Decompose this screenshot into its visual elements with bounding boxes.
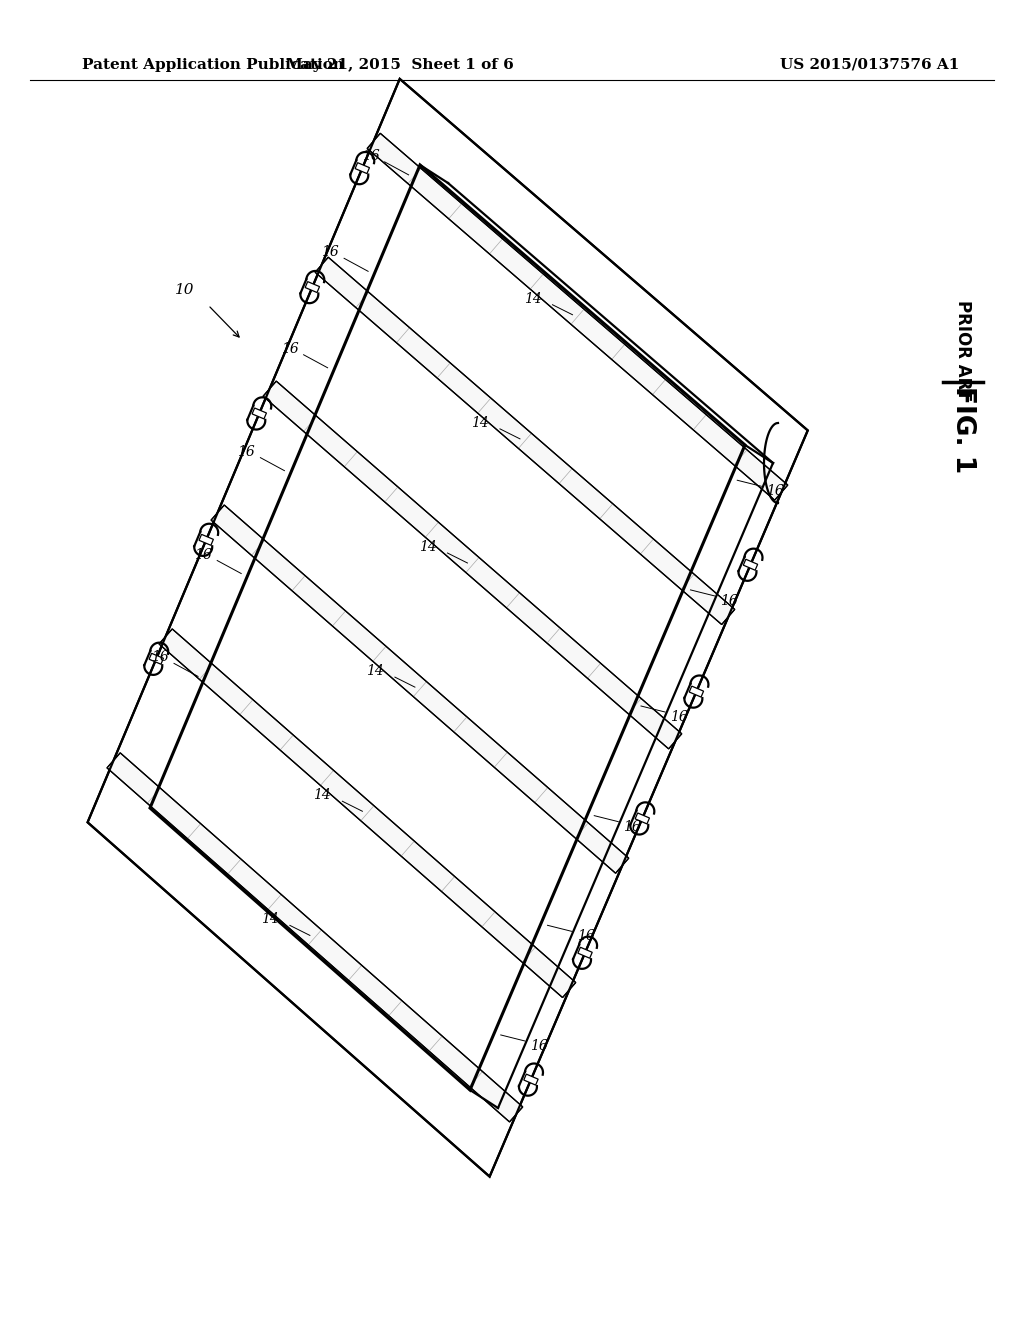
Polygon shape [635,813,649,824]
Text: 16: 16 [238,445,255,458]
Text: May 21, 2015  Sheet 1 of 6: May 21, 2015 Sheet 1 of 6 [286,58,514,73]
Polygon shape [470,445,773,1107]
Polygon shape [159,628,575,998]
Polygon shape [420,165,773,463]
Text: 16: 16 [670,710,688,723]
Polygon shape [368,133,787,500]
Text: Patent Application Publication: Patent Application Publication [82,58,344,73]
Text: FIG. 1: FIG. 1 [950,387,976,474]
Text: 16: 16 [720,594,737,609]
Polygon shape [578,948,592,958]
Text: 16: 16 [577,929,594,944]
Polygon shape [88,808,489,1176]
Text: 16: 16 [624,820,641,834]
Text: 16: 16 [529,1039,548,1053]
Text: 16: 16 [195,548,212,561]
Polygon shape [211,506,629,874]
Polygon shape [470,430,808,1176]
Text: US 2015/0137576 A1: US 2015/0137576 A1 [780,58,959,73]
Text: 14: 14 [313,788,331,803]
Text: 14: 14 [419,540,436,554]
Polygon shape [106,752,522,1122]
Polygon shape [263,381,682,748]
Text: 16: 16 [361,149,380,162]
Polygon shape [305,281,319,293]
Polygon shape [252,408,266,418]
Polygon shape [355,162,370,173]
Polygon shape [315,257,735,624]
Polygon shape [524,1074,539,1085]
Polygon shape [150,653,164,664]
Text: 14: 14 [366,664,384,678]
Text: 14: 14 [471,416,488,430]
Polygon shape [743,560,758,570]
Polygon shape [88,79,420,822]
Text: 16: 16 [152,651,169,664]
Polygon shape [399,79,808,445]
Text: 14: 14 [523,292,542,306]
Polygon shape [150,165,745,1090]
Text: 16: 16 [766,484,784,498]
Polygon shape [88,79,808,1176]
Text: 14: 14 [261,912,279,927]
Text: 16: 16 [322,246,339,259]
Text: 10: 10 [175,282,195,297]
Text: PRIOR ART: PRIOR ART [954,300,972,400]
Text: 16: 16 [281,342,298,356]
Polygon shape [199,535,213,545]
Polygon shape [689,686,703,697]
